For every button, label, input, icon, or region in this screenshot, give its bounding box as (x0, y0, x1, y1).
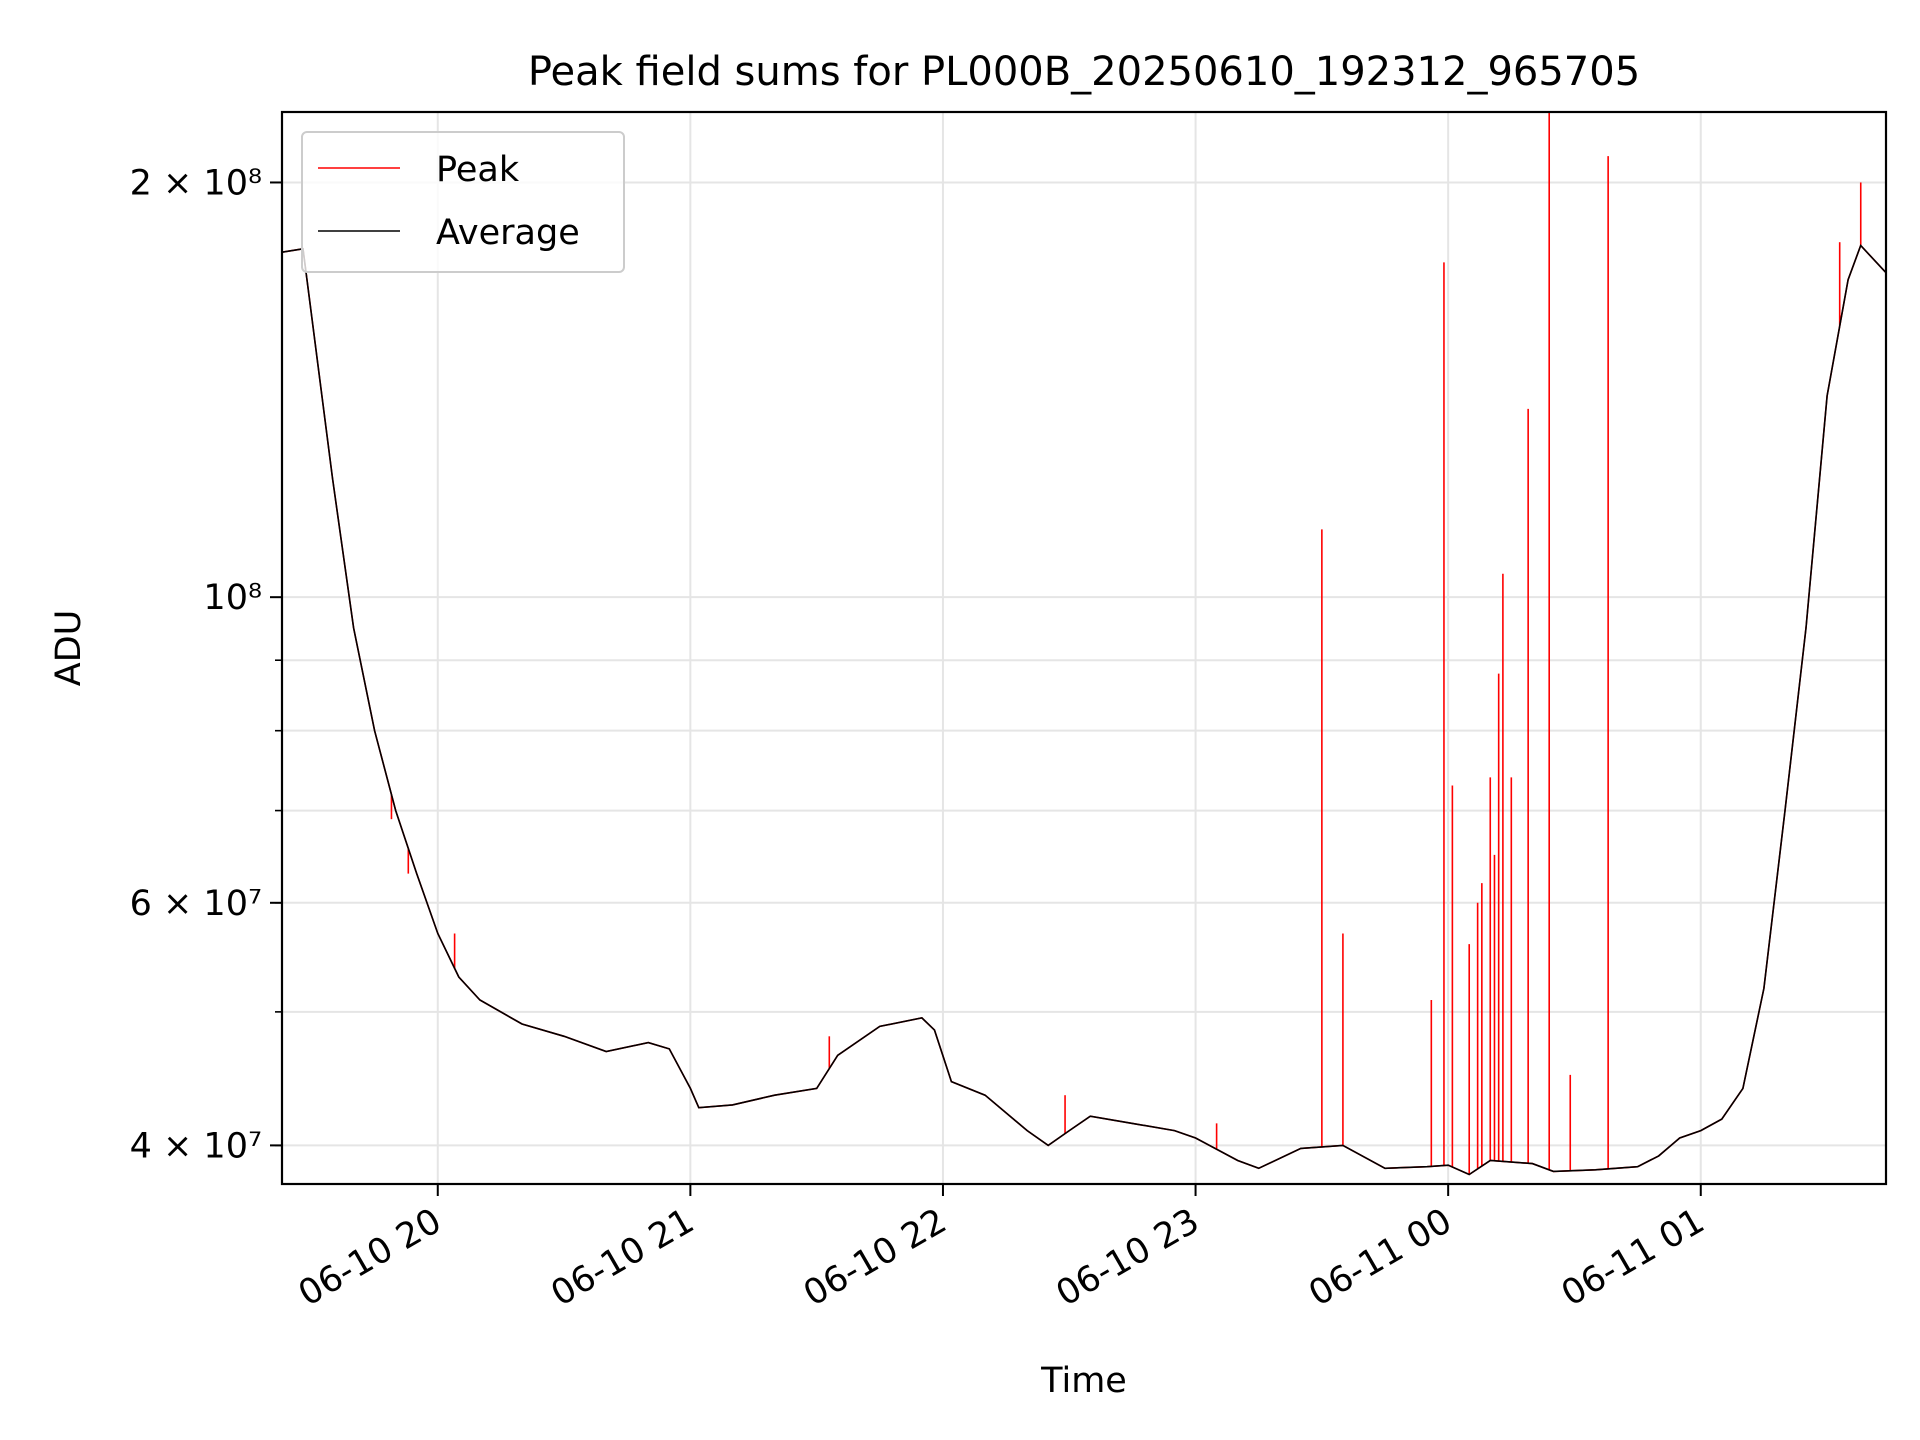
y-tick-label: 2 × 10⁸ (130, 163, 262, 203)
grid (282, 112, 1886, 1184)
series-average-line (281, 244, 1887, 1176)
legend: Peak Average (301, 131, 625, 273)
legend-average-label: Average (436, 213, 580, 253)
y-tick-label: 4 × 10⁷ (130, 1126, 262, 1166)
y-tick-label: 10⁸ (203, 578, 262, 618)
legend-box (301, 131, 625, 273)
y-axis: 4 × 10⁷ 6 × 10⁷ 10⁸ 2 × 10⁸ (130, 163, 282, 1166)
plot-frame (280, 110, 1888, 1186)
x-axis-label: Time (1040, 1361, 1127, 1401)
chart-title: Peak field sums for PL000B_20250610_1923… (528, 49, 1640, 95)
plot-lines (281, 112, 1887, 1176)
legend-peak-label: Peak (436, 150, 520, 190)
y-axis-label: ADU (49, 610, 89, 687)
y-tick-label: 6 × 10⁷ (130, 884, 262, 924)
